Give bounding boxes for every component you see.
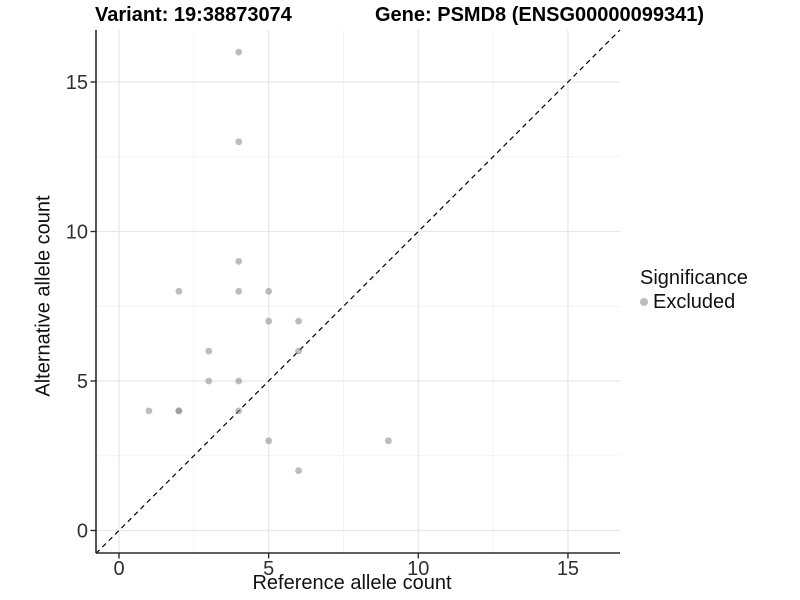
scatter-point — [295, 347, 302, 355]
scatter-point — [205, 347, 213, 355]
legend-title: Significance — [640, 267, 748, 289]
legend-item-excluded: Excluded — [640, 290, 748, 314]
scatter-point — [235, 48, 243, 56]
scatter-point — [265, 317, 273, 325]
scatter-point — [384, 437, 392, 445]
gene-title: Gene: PSMD8 (ENSG00000099341) — [375, 4, 705, 26]
scatter-point — [295, 467, 302, 475]
scatter-point — [295, 317, 302, 325]
legend-item-label: Excluded — [653, 291, 736, 313]
scatter-point — [235, 407, 243, 415]
identity-line — [95, 29, 621, 554]
y-tick-label: 0 — [77, 521, 88, 543]
scatter-point — [235, 258, 243, 265]
x-tick-label: 5 — [263, 558, 274, 580]
scatter-point — [265, 287, 273, 295]
y-tick-label: 5 — [77, 371, 88, 393]
variant-title: Variant: 19:38873074 — [95, 4, 292, 26]
scatter-point — [235, 377, 243, 385]
legend: Significance Excluded — [640, 266, 748, 314]
legend-point-swatch — [640, 298, 648, 306]
y-tick-label: 15 — [66, 72, 88, 94]
scatter-point — [205, 377, 213, 385]
scatter-point — [235, 138, 243, 146]
scatter-point — [265, 437, 273, 445]
x-tick-label: 0 — [113, 558, 124, 580]
scatter-point — [145, 407, 153, 415]
y-axis-title: Alternative allele count — [32, 195, 55, 397]
x-axis-title: Reference allele count — [252, 572, 452, 594]
y-tick-label: 10 — [66, 222, 88, 244]
x-tick-label: 10 — [407, 558, 429, 580]
x-tick-label: 15 — [557, 558, 579, 580]
scatter-point — [235, 287, 243, 295]
scatter-point — [175, 407, 183, 415]
scatter-point — [175, 287, 183, 295]
